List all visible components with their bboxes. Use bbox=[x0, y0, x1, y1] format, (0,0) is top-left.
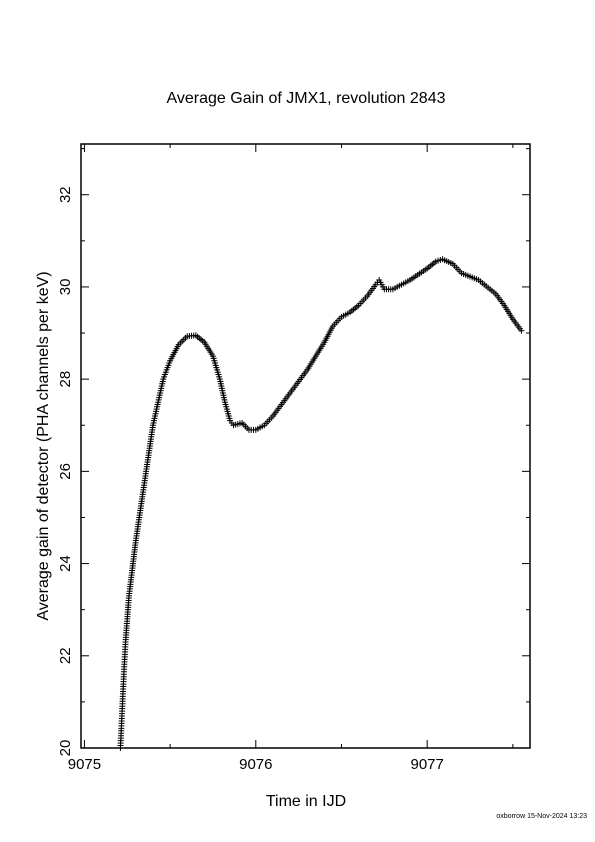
y-axis-tick-labels: 20 22 24 26 28 30 32 bbox=[57, 186, 74, 756]
footer-credit: oxborrow 15-Nov-2024 13:23 bbox=[496, 813, 587, 820]
x-tick-label: 9075 bbox=[68, 756, 101, 773]
y-tick-label: 22 bbox=[57, 647, 74, 664]
y-tick-label: 30 bbox=[57, 279, 74, 296]
y-tick-label: 32 bbox=[57, 186, 74, 203]
y-axis-label: Average gain of detector (PHA channels p… bbox=[35, 271, 52, 620]
y-tick-label: 26 bbox=[57, 463, 74, 480]
x-tick-label: 9076 bbox=[239, 756, 272, 773]
plot-frame bbox=[80, 143, 531, 749]
x-axis-label: Time in IJD bbox=[266, 793, 346, 810]
y-tick-label: 28 bbox=[57, 371, 74, 388]
x-tick-label: 9077 bbox=[410, 756, 443, 773]
x-axis-ticks bbox=[83, 144, 514, 748]
y-tick-label: 20 bbox=[57, 740, 74, 757]
data-point bbox=[518, 327, 525, 334]
y-tick-label: 24 bbox=[57, 555, 74, 572]
data-points bbox=[117, 256, 525, 751]
y-axis-ticks bbox=[81, 148, 530, 749]
x-axis-tick-labels: 9075 9076 9077 bbox=[68, 756, 444, 773]
chart-title: Average Gain of JMX1, revolution 2843 bbox=[167, 90, 446, 107]
